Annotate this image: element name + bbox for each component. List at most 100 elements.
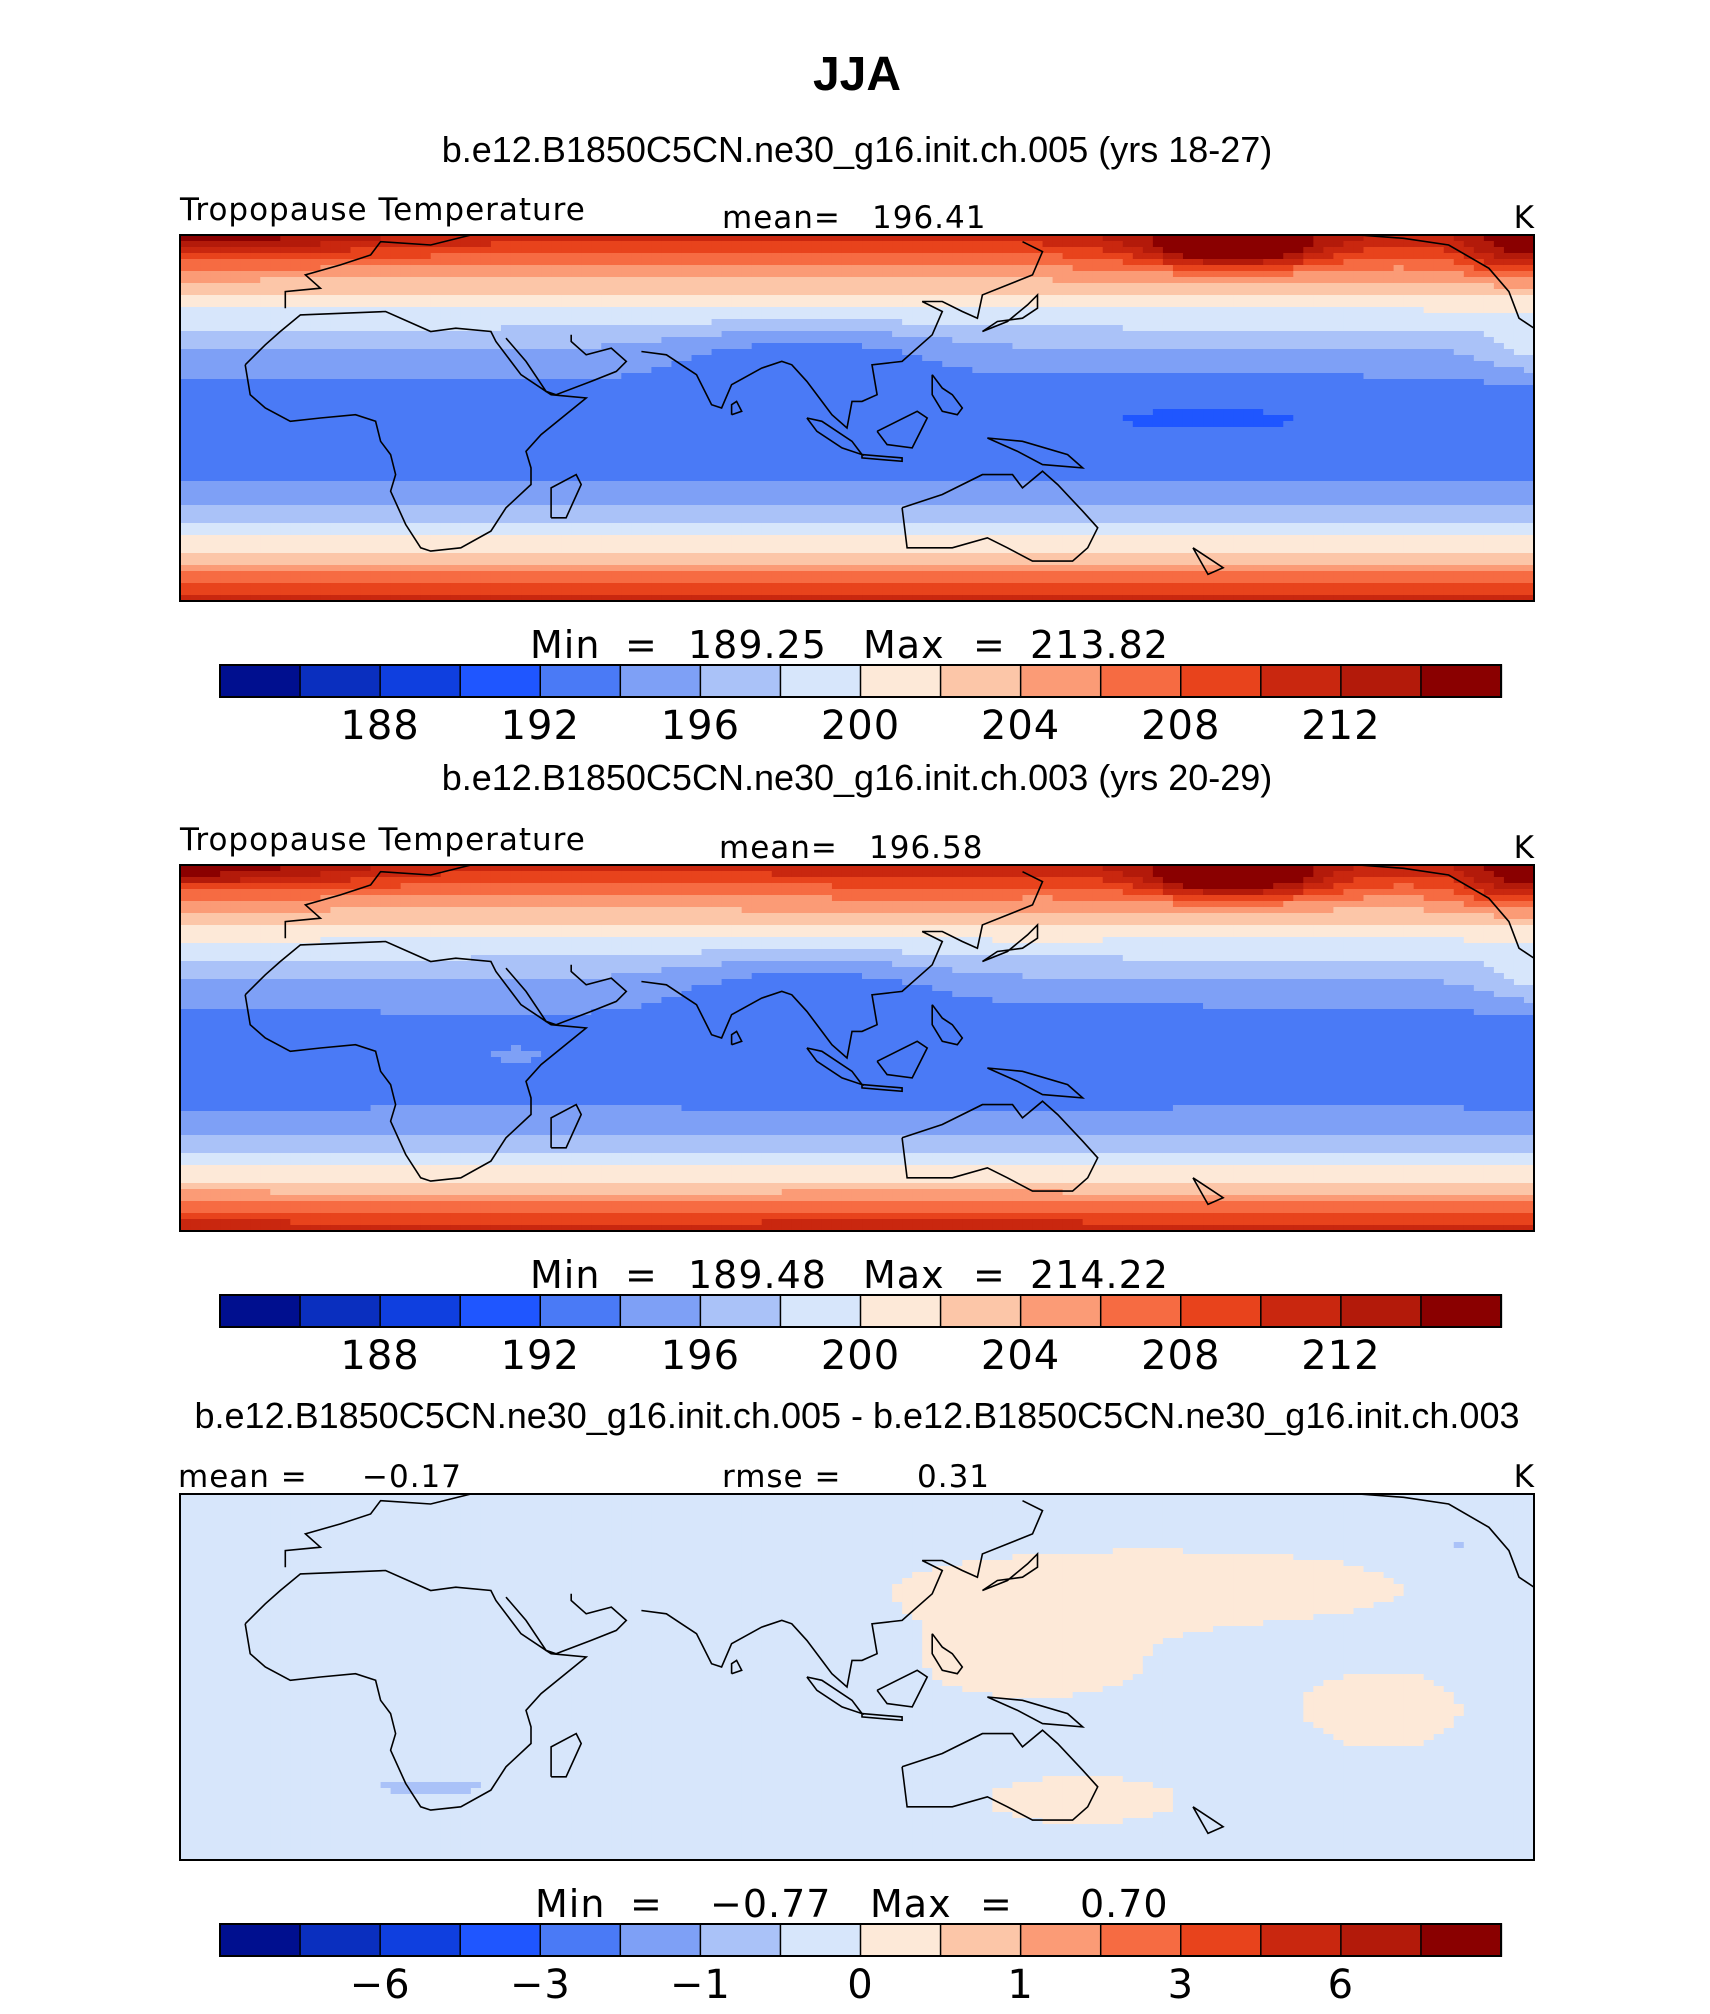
field-cell xyxy=(1443,253,1455,260)
field-cell xyxy=(1152,403,1164,410)
field-cell xyxy=(360,445,372,452)
field-cell xyxy=(370,367,382,374)
field-cell xyxy=(310,313,322,320)
field-cell xyxy=(821,397,833,404)
field-cell xyxy=(1213,253,1224,260)
field-cell xyxy=(1062,253,1074,260)
field-cell xyxy=(1463,361,1475,368)
field-cell xyxy=(1062,391,1074,398)
field-cell xyxy=(691,247,703,254)
field-cell xyxy=(1092,403,1104,410)
field-cell xyxy=(1363,265,1375,272)
field-cell xyxy=(1072,325,1084,332)
field-cell xyxy=(751,331,763,338)
field-cell xyxy=(1303,445,1314,452)
field-cell xyxy=(731,265,743,272)
field-cell xyxy=(942,313,953,320)
field-cell xyxy=(841,307,853,314)
field-cell xyxy=(741,331,753,338)
field-cell xyxy=(942,445,953,452)
field-cell xyxy=(350,451,362,458)
field-cell xyxy=(450,433,462,440)
field-cell xyxy=(1042,265,1054,272)
field-cell xyxy=(1393,337,1405,344)
field-cell xyxy=(932,271,943,278)
field-cell xyxy=(641,427,652,434)
field-cell xyxy=(811,259,823,266)
field-cell xyxy=(1082,439,1094,446)
field-cell xyxy=(1182,343,1194,350)
field-cell xyxy=(1162,355,1174,362)
field-cell xyxy=(791,403,803,410)
field-cell xyxy=(290,379,301,386)
field-cell xyxy=(1293,385,1304,392)
field-cell xyxy=(1042,385,1054,392)
field-cell xyxy=(230,355,241,362)
field-cell xyxy=(1363,409,1375,416)
field-cell xyxy=(1393,409,1405,416)
field-cell xyxy=(551,247,562,254)
field-cell xyxy=(621,241,632,248)
field-cell xyxy=(551,349,562,356)
field-cell xyxy=(1233,301,1244,308)
field-cell xyxy=(510,415,522,422)
field-cell xyxy=(591,445,602,452)
field-cell xyxy=(1162,325,1174,332)
field-cell xyxy=(811,295,823,302)
field-cell xyxy=(1092,385,1104,392)
field-cell xyxy=(731,295,743,302)
field-cell xyxy=(1433,445,1445,452)
field-cell xyxy=(280,439,291,446)
field-cell xyxy=(992,289,1004,296)
field-cell xyxy=(751,397,763,404)
field-cell xyxy=(380,403,392,410)
field-cell xyxy=(972,421,983,428)
field-cell xyxy=(1192,283,1204,290)
field-cell xyxy=(370,325,382,332)
field-cell xyxy=(1493,301,1505,308)
field-cell xyxy=(932,421,943,428)
field-cell xyxy=(551,415,562,422)
field-cell xyxy=(1323,451,1335,458)
field-cell xyxy=(571,349,582,356)
field-cell xyxy=(1032,343,1044,350)
field-cell xyxy=(1313,379,1324,386)
field-cell xyxy=(1022,367,1034,374)
field-cell xyxy=(581,403,592,410)
field-cell xyxy=(200,319,211,326)
field-cell xyxy=(1233,343,1244,350)
field-cell xyxy=(290,325,301,332)
field-cell xyxy=(1022,313,1034,320)
field-cell xyxy=(741,391,753,398)
field-cell xyxy=(410,343,422,350)
field-cell xyxy=(1162,313,1174,320)
field-cell xyxy=(711,427,723,434)
field-cell xyxy=(490,259,502,266)
field-cell xyxy=(390,289,402,296)
field-cell xyxy=(1523,301,1534,308)
field-cell xyxy=(240,235,251,242)
field-cell xyxy=(1273,361,1284,368)
field-cell xyxy=(1413,451,1425,458)
field-cell xyxy=(220,379,231,386)
field-cell xyxy=(1413,307,1425,314)
field-cell xyxy=(601,277,612,284)
field-cell xyxy=(1062,283,1074,290)
field-cell xyxy=(1102,451,1114,458)
field-cell xyxy=(1152,415,1164,422)
field-cell xyxy=(240,433,251,440)
field-cell xyxy=(1142,253,1154,260)
field-cell xyxy=(270,409,281,416)
field-cell xyxy=(1403,343,1415,350)
field-cell xyxy=(1223,421,1234,428)
field-cell xyxy=(1142,307,1154,314)
field-cell xyxy=(591,409,602,416)
field-cell xyxy=(711,397,723,404)
field-cell xyxy=(1132,283,1144,290)
field-cell xyxy=(1152,451,1164,458)
field-cell xyxy=(922,361,933,368)
field-cell xyxy=(440,361,452,368)
field-cell xyxy=(1162,277,1174,284)
field-cell xyxy=(651,367,663,374)
field-cell xyxy=(701,265,713,272)
